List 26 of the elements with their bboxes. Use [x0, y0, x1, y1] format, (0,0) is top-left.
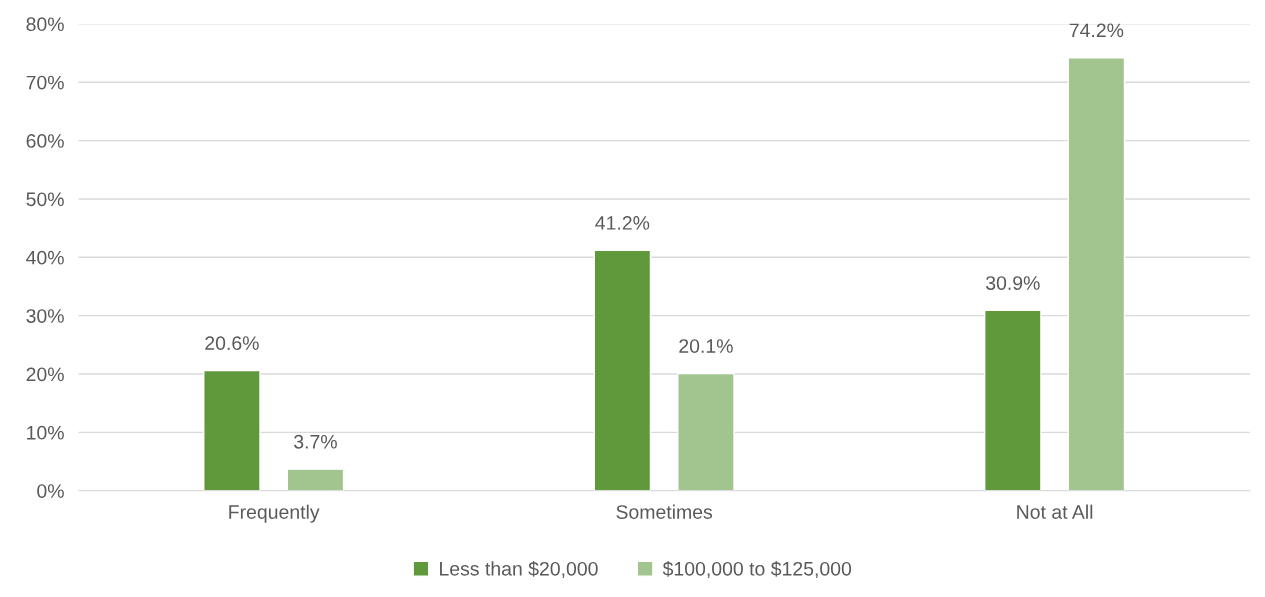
- bar: [593, 249, 652, 491]
- y-tick-label: 10%: [27, 425, 64, 440]
- y-tick-label: 40%: [26, 250, 64, 265]
- y-tick-label: 60%: [26, 134, 64, 148]
- x-tick-label: Frequently: [229, 504, 320, 523]
- x-tick-label: Not at All: [1017, 504, 1093, 519]
- bar: [677, 372, 735, 491]
- bar: [203, 369, 261, 491]
- y-tick-label: 0%: [37, 484, 64, 498]
- bar: [286, 468, 345, 491]
- x-tick-label: Sometimes: [616, 504, 713, 519]
- data-label: 20.1%: [679, 339, 733, 353]
- data-label: 3.7%: [294, 434, 337, 449]
- y-tick-label: 20%: [26, 367, 64, 382]
- y-tick-label: 30%: [26, 309, 64, 323]
- bar: [1067, 57, 1126, 491]
- y-tick-label: 80%: [26, 17, 64, 32]
- y-tick-label: 50%: [26, 192, 64, 207]
- bar: [984, 309, 1042, 491]
- legend-label: Less than $20,000: [440, 561, 598, 578]
- data-label: 41.2%: [595, 216, 650, 230]
- data-label: 30.9%: [985, 276, 1040, 290]
- legend-label: $100,000 to $125,000: [662, 561, 852, 578]
- y-tick-label: 70%: [26, 75, 64, 90]
- data-label: 74.2%: [1069, 23, 1124, 38]
- data-label: 20.6%: [205, 336, 259, 351]
